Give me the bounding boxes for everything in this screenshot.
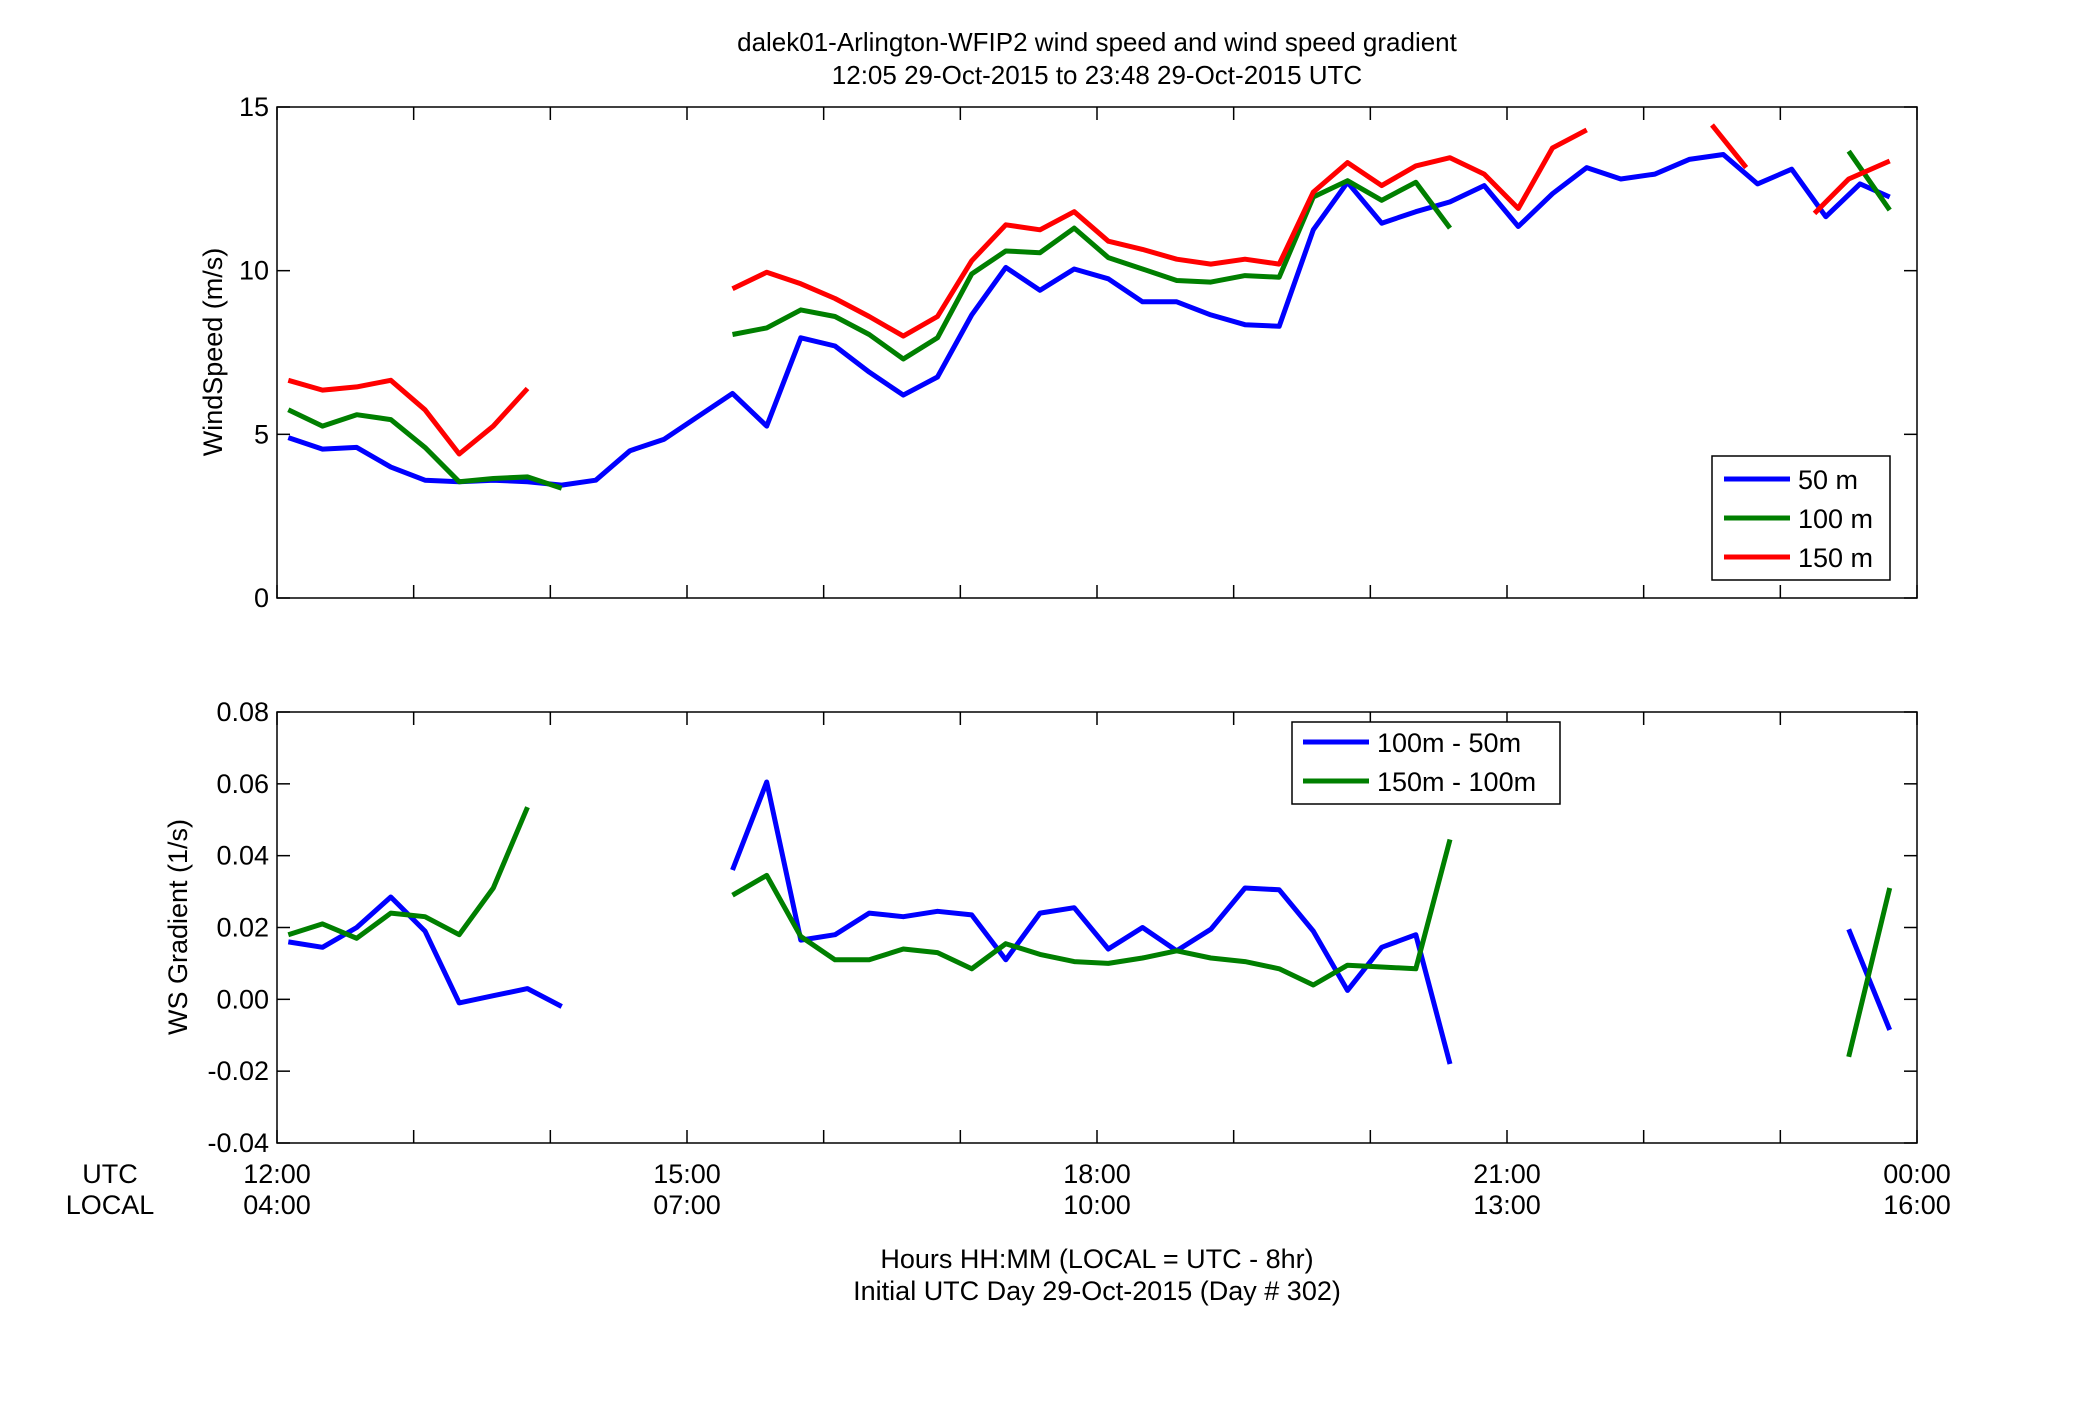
windspeed-series-100-m <box>287 149 1892 491</box>
gradient-y-ticks: -0.04 -0.02 0.00 0.02 0.04 0.06 0.08 <box>207 697 1917 1158</box>
gradient-axes-frame <box>276 711 1918 1144</box>
windspeed-ytick-15-label: 15 <box>239 92 269 122</box>
windspeed-y-label: WindSpeed (m/s) <box>198 248 228 457</box>
xtick-local-4: 16:00 <box>1883 1190 1951 1220</box>
gradient-ytick-0-02-label: 0.02 <box>216 913 269 943</box>
windspeed-x-ticks <box>276 107 1918 598</box>
gradient-ytick-0-06-label: 0.06 <box>216 769 269 799</box>
legend-label-50m: 50 m <box>1798 465 1858 495</box>
x-label-line-2: Initial UTC Day 29-Oct-2015 (Day # 302) <box>853 1276 1341 1306</box>
gradient-panel: -0.04 -0.02 0.00 0.02 0.04 0.06 0.08 WS Gradie… <box>163 697 1918 1158</box>
windspeed-y-ticks: 0 5 10 15 <box>239 92 1917 613</box>
gradient-ytick-0-label: 0.00 <box>216 984 269 1014</box>
gradient-series <box>287 779 1893 1065</box>
xtick-local-2: 10:00 <box>1063 1190 1131 1220</box>
windspeed-panel: 0 5 10 15 WindSpeed (m/s) 50 m 100 m 150 m <box>198 92 1918 613</box>
legend-label-100m: 100 m <box>1798 504 1873 534</box>
gradient-legend-box <box>1291 721 1561 805</box>
legend-label-150m-100m: 150m - 100m <box>1377 767 1536 797</box>
xtick-utc-1: 15:00 <box>653 1159 721 1189</box>
windspeed-axes-frame <box>276 106 1918 599</box>
windspeed-ytick-0-label: 0 <box>254 583 269 613</box>
gradient-y-label: WS Gradient (1/s) <box>163 819 193 1035</box>
xtick-local-1: 07:00 <box>653 1190 721 1220</box>
local-row-label: LOCAL <box>66 1190 155 1220</box>
xtick-utc-4: 00:00 <box>1883 1159 1951 1189</box>
gradient-legend: 100m - 50m 150m - 100m <box>1291 721 1561 805</box>
xtick-local-0: 04:00 <box>243 1190 311 1220</box>
utc-row-label: UTC <box>82 1159 138 1189</box>
gradient-ytick-0-04-label: 0.04 <box>216 841 269 871</box>
windspeed-series-150-m <box>287 123 1891 457</box>
windspeed-series <box>287 123 1892 491</box>
x-label-line-1: Hours HH:MM (LOCAL = UTC - 8hr) <box>880 1244 1313 1274</box>
gradient-ytick-0-04-label: -0.04 <box>207 1128 269 1158</box>
xtick-utc-2: 18:00 <box>1063 1159 1131 1189</box>
title-line-1: dalek01-Arlington-WFIP2 wind speed and w… <box>737 27 1458 57</box>
legend-label-150m: 150 m <box>1798 543 1873 573</box>
windspeed-ytick-5-label: 5 <box>254 419 269 449</box>
gradient-ytick-0-08-label: 0.08 <box>216 697 269 727</box>
gradient-x-ticks <box>276 712 1918 1143</box>
xtick-local-3: 13:00 <box>1473 1190 1541 1220</box>
gradient-ytick-0-02-label: -0.02 <box>207 1056 269 1086</box>
legend-label-100m-50m: 100m - 50m <box>1377 728 1521 758</box>
windspeed-ytick-10-label: 10 <box>239 256 269 286</box>
gradient-series-150m-100m <box>287 806 1893 1058</box>
xtick-utc-0: 12:00 <box>243 1159 311 1189</box>
title-line-2: 12:05 29-Oct-2015 to 23:48 29-Oct-2015 U… <box>832 60 1362 90</box>
xtick-utc-3: 21:00 <box>1473 1159 1541 1189</box>
windspeed-legend: 50 m 100 m 150 m <box>1711 455 1891 581</box>
